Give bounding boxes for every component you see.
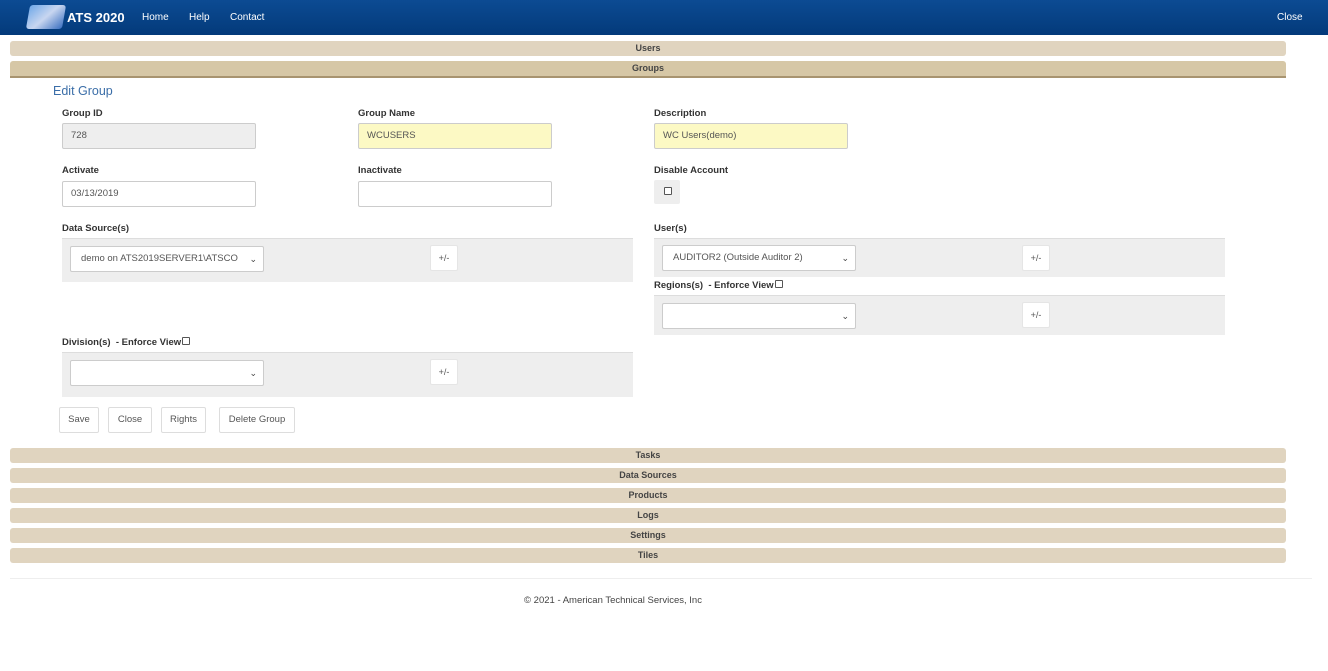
users-label: User(s)	[654, 223, 687, 234]
divisions-label-text: Division(s) - Enforce View	[62, 337, 182, 348]
section-groups[interactable]: Groups	[10, 61, 1286, 78]
inactivate-label: Inactivate	[358, 165, 402, 176]
description-label: Description	[654, 108, 707, 119]
brand-title[interactable]: ATS 2020	[67, 10, 125, 25]
close-button[interactable]: Close	[108, 407, 152, 433]
inactivate-field[interactable]	[358, 181, 552, 207]
delete-group-button[interactable]: Delete Group	[219, 407, 295, 433]
regions-panel: ⌄ +/-	[654, 295, 1225, 335]
disable-account-checkbox[interactable]	[664, 187, 672, 195]
activate-field[interactable]: 03/13/2019	[62, 181, 256, 207]
divisions-select[interactable]: ⌄	[70, 360, 264, 386]
divisions-toggle-button[interactable]: +/-	[430, 359, 458, 385]
nav-contact[interactable]: Contact	[230, 12, 265, 23]
regions-label-text: Regions(s) - Enforce View	[654, 280, 774, 291]
users-panel: AUDITOR2 (Outside Auditor 2) ⌄ +/-	[654, 238, 1225, 277]
save-button[interactable]: Save	[59, 407, 99, 433]
users-value: AUDITOR2 (Outside Auditor 2)	[673, 252, 803, 263]
section-products[interactable]: Products	[10, 488, 1286, 503]
activate-label: Activate	[62, 165, 99, 176]
users-toggle-button[interactable]: +/-	[1022, 245, 1050, 271]
disable-account-label: Disable Account	[654, 165, 729, 176]
chevron-down-icon: ⌄	[249, 254, 257, 264]
section-settings[interactable]: Settings	[10, 528, 1286, 543]
description-field[interactable]: WC Users(demo)	[654, 123, 848, 149]
group-id-label: Group ID	[62, 108, 103, 119]
footer-divider	[10, 578, 1312, 579]
chevron-down-icon: ⌄	[841, 253, 849, 263]
group-name-label: Group Name	[358, 108, 416, 119]
regions-label: Regions(s) - Enforce View	[654, 280, 783, 291]
section-data-sources[interactable]: Data Sources	[10, 468, 1286, 483]
group-id-field[interactable]: 728	[62, 123, 256, 149]
data-sources-label: Data Source(s)	[62, 223, 130, 234]
data-source-value: demo on ATS2019SERVER1\ATSCO	[81, 253, 238, 264]
section-users[interactable]: Users	[10, 41, 1286, 56]
nav-help[interactable]: Help	[189, 12, 210, 23]
rights-button[interactable]: Rights	[161, 407, 206, 433]
section-tiles[interactable]: Tiles	[10, 548, 1286, 563]
group-name-field[interactable]: WCUSERS	[358, 123, 552, 149]
divisions-enforce-checkbox[interactable]	[182, 337, 191, 345]
ats-logo[interactable]	[25, 5, 67, 29]
regions-select[interactable]: ⌄	[662, 303, 856, 329]
nav-close[interactable]: Close	[1277, 12, 1303, 23]
section-logs[interactable]: Logs	[10, 508, 1286, 523]
disable-account-wrapper	[654, 180, 680, 204]
divisions-panel: ⌄ +/-	[62, 352, 633, 397]
chevron-down-icon: ⌄	[841, 311, 849, 321]
footer-copyright: © 2021 - American Technical Services, In…	[524, 595, 702, 606]
data-source-select[interactable]: demo on ATS2019SERVER1\ATSCO ⌄	[70, 246, 264, 272]
data-sources-panel: demo on ATS2019SERVER1\ATSCO ⌄ +/-	[62, 238, 633, 282]
users-select[interactable]: AUDITOR2 (Outside Auditor 2) ⌄	[662, 245, 856, 271]
chevron-down-icon: ⌄	[249, 368, 257, 378]
divisions-label: Division(s) - Enforce View	[62, 337, 191, 348]
regions-toggle-button[interactable]: +/-	[1022, 302, 1050, 328]
section-tasks[interactable]: Tasks	[10, 448, 1286, 463]
data-source-toggle-button[interactable]: +/-	[430, 245, 458, 271]
page-title: Edit Group	[53, 84, 113, 98]
top-navbar: ATS 2020 Home Help Contact Close	[0, 0, 1328, 35]
regions-enforce-checkbox[interactable]	[774, 280, 783, 288]
nav-home[interactable]: Home	[142, 12, 169, 23]
